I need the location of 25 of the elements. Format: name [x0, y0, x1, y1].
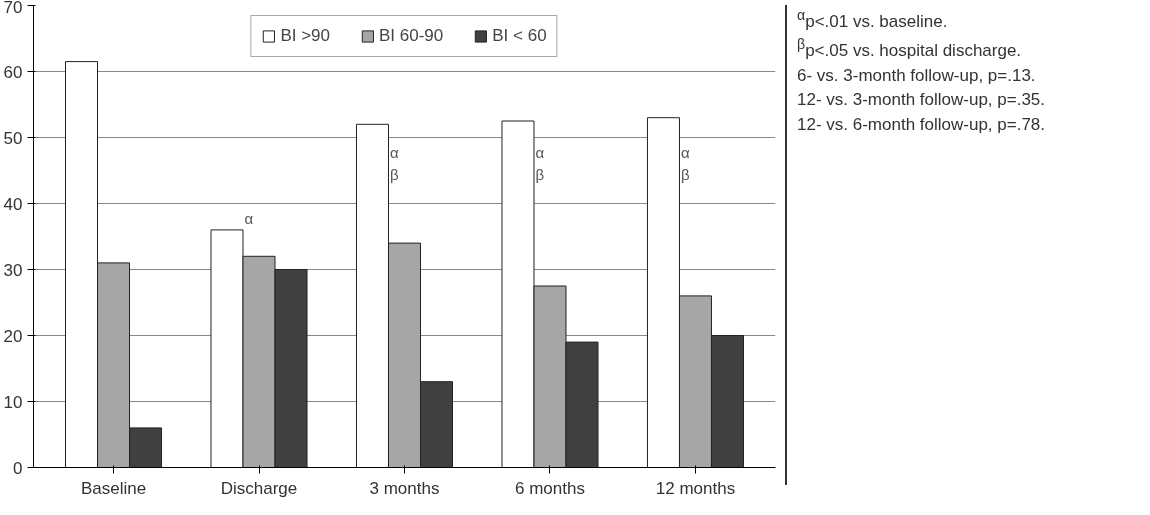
y-tick-label: 60 — [3, 62, 23, 82]
y-tick-label: 70 — [3, 0, 23, 17]
text: 6- vs. 3-month follow-up, p=.13. — [797, 65, 1036, 85]
y-tick-label: 0 — [13, 458, 23, 478]
legend-label: BI >90 — [280, 26, 330, 46]
y-tick-label: 20 — [3, 326, 23, 346]
text: 12- vs. 6-month follow-up, p=.78. — [797, 114, 1046, 134]
y-tick-label: 30 — [3, 260, 23, 280]
x-tick-label: Baseline — [80, 478, 147, 498]
annotation: α β — [389, 144, 399, 184]
legend-label: BI < 60 — [492, 26, 547, 46]
y-tick-label: 40 — [3, 194, 23, 214]
x-tick-label: Discharge — [220, 478, 298, 498]
x-tick-label: 12 months — [655, 478, 736, 498]
y-tick-label: 50 — [3, 128, 23, 148]
annotation: α β — [535, 144, 545, 184]
x-tick-label: 6 months — [515, 478, 585, 498]
text: $^{α}$p<.01 vs. baseline. — [797, 7, 948, 31]
annotation: α — [244, 210, 254, 228]
text: 12- vs. 3-month follow-up, p=.35. — [797, 90, 1046, 110]
text: $^{β}$p<.05 vs. hospital discharge. — [797, 36, 1022, 60]
annotation: α β — [680, 144, 690, 184]
x-tick-label: 3 months — [369, 478, 440, 498]
y-tick-label: 10 — [3, 392, 23, 412]
legend-label: BI 60-90 — [379, 26, 444, 46]
